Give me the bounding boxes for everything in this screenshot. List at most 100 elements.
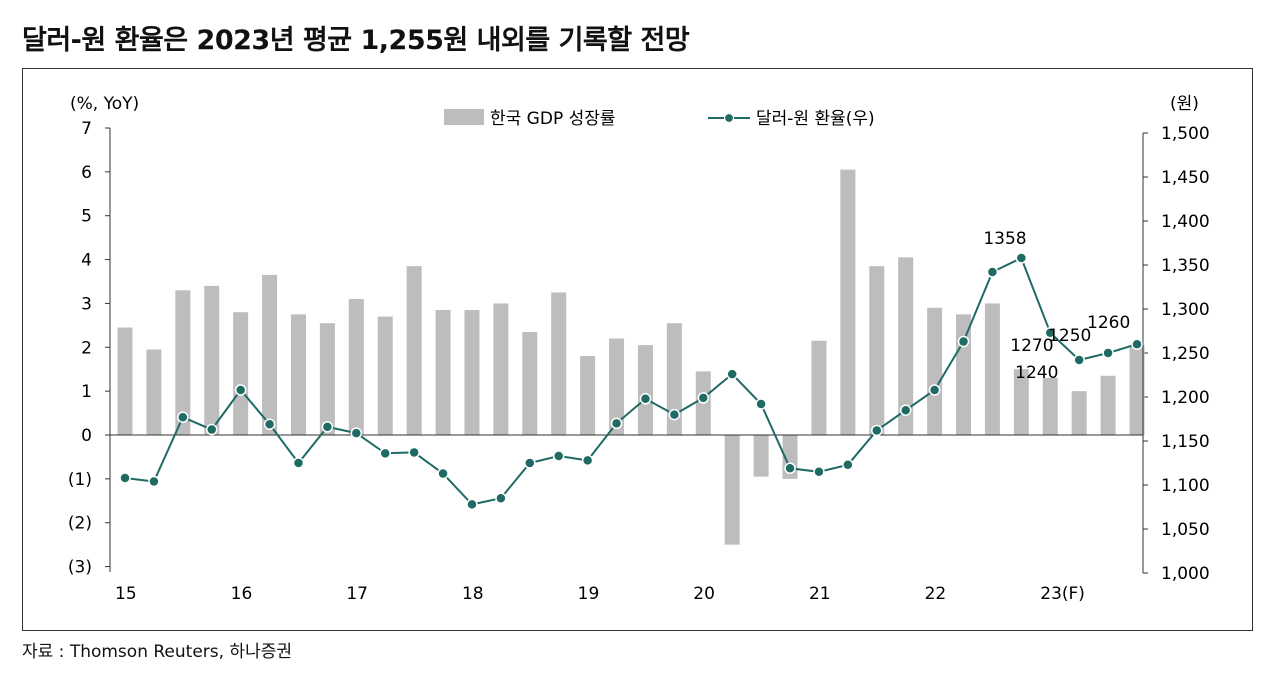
fx-point bbox=[321, 421, 334, 433]
fx-point bbox=[234, 384, 247, 396]
right-tick-label: 1,450 bbox=[1161, 168, 1210, 188]
right-tick-label: 1,100 bbox=[1161, 476, 1210, 496]
fx-point bbox=[639, 393, 652, 405]
gdp-bar bbox=[580, 356, 596, 435]
right-tick-label: 1,300 bbox=[1161, 300, 1210, 320]
fx-point bbox=[581, 454, 594, 467]
fx-point bbox=[495, 492, 507, 504]
fx-point bbox=[755, 398, 767, 410]
gdp-bar bbox=[377, 316, 393, 435]
legend: 한국 GDP 성장률 달러-원 환율(우) bbox=[444, 109, 875, 129]
source-note: 자료 : Thomson Reuters, 하나증권 bbox=[22, 642, 292, 662]
gdp-bar bbox=[724, 435, 740, 545]
right-axis-unit: (원) bbox=[1170, 94, 1199, 114]
right-tick-label: 1,150 bbox=[1161, 432, 1210, 452]
page-title: 달러-원 환율은 2023년 평균 1,255원 내외를 기록할 전망 bbox=[22, 25, 690, 56]
gdp-bar bbox=[464, 310, 480, 435]
gdp-bar bbox=[175, 290, 191, 435]
gdp-bar bbox=[348, 299, 364, 435]
legend-bar-label: 한국 GDP 성장률 bbox=[490, 109, 616, 129]
gdp-bar bbox=[840, 169, 856, 435]
x-axis-labels: 15 16 17 18 19 20 21 22 23(F) bbox=[115, 584, 1085, 604]
right-tick-label: 1,350 bbox=[1161, 256, 1210, 276]
fx-point bbox=[784, 462, 796, 475]
fx-point bbox=[148, 475, 160, 488]
fx-point bbox=[292, 457, 305, 469]
fx-point bbox=[610, 417, 623, 430]
fx-point bbox=[986, 266, 999, 278]
gdp-bar bbox=[1100, 375, 1116, 435]
axis-lines bbox=[109, 128, 1144, 573]
gdp-bar bbox=[753, 435, 769, 477]
gdp-bar bbox=[233, 312, 249, 435]
fx-point bbox=[697, 392, 710, 404]
gdp-bar bbox=[319, 323, 335, 435]
x-tick-label: 15 bbox=[115, 584, 137, 604]
gdp-bar bbox=[666, 323, 682, 435]
left-tick-label: 4 bbox=[81, 251, 92, 271]
fx-line-path bbox=[124, 256, 1138, 506]
gdp-bar bbox=[1013, 369, 1029, 435]
gdp-bar bbox=[898, 257, 914, 435]
right-tick-label: 1,500 bbox=[1161, 124, 1210, 144]
gdp-bar bbox=[637, 345, 653, 435]
fx-point bbox=[1073, 354, 1085, 366]
fx-point bbox=[437, 467, 449, 480]
value-annotation: 1270 bbox=[1010, 336, 1053, 356]
gdp-bar bbox=[204, 285, 220, 435]
gdp-bar bbox=[869, 266, 885, 435]
fx-point bbox=[871, 424, 883, 437]
x-tick-label: 22 bbox=[925, 584, 947, 604]
right-tick-label: 1,050 bbox=[1161, 520, 1210, 540]
fx-point bbox=[1102, 347, 1114, 359]
x-tick-label: 16 bbox=[231, 584, 253, 604]
gdp-bar bbox=[262, 274, 278, 435]
fx-point bbox=[177, 411, 189, 423]
gdp-bar bbox=[1042, 377, 1058, 435]
gdp-bar bbox=[811, 340, 827, 435]
fx-point bbox=[552, 450, 565, 462]
gdp-bar bbox=[146, 349, 162, 435]
gdp-bar bbox=[1071, 391, 1087, 435]
left-tick-label: (3) bbox=[68, 558, 92, 578]
legend-line-label: 달러-원 환율(우) bbox=[756, 109, 875, 129]
fx-point bbox=[119, 472, 131, 484]
x-tick-label: 17 bbox=[346, 584, 368, 604]
x-tick-label: 19 bbox=[578, 584, 600, 604]
left-axis-unit: (%, YoY) bbox=[70, 94, 139, 114]
fx-point bbox=[466, 498, 478, 511]
x-tick-label: 18 bbox=[462, 584, 484, 604]
fx-point bbox=[928, 384, 941, 396]
right-tick-label: 1,250 bbox=[1161, 344, 1210, 364]
fx-point bbox=[726, 368, 738, 380]
fx-point bbox=[1044, 327, 1057, 339]
x-tick-label: 23(F) bbox=[1040, 584, 1085, 604]
left-tick-label: 3 bbox=[81, 294, 92, 314]
value-annotation: 1250 bbox=[1048, 326, 1091, 346]
left-tick-label: 6 bbox=[81, 163, 92, 183]
gdp-bar bbox=[493, 303, 509, 435]
fx-point bbox=[842, 459, 854, 471]
right-tick-label: 1,000 bbox=[1161, 564, 1210, 584]
fx-point bbox=[957, 335, 970, 348]
left-tick-label: (2) bbox=[68, 514, 92, 534]
value-annotation: 1240 bbox=[1015, 363, 1058, 383]
legend-line-marker bbox=[723, 112, 735, 124]
fx-point bbox=[350, 427, 363, 439]
fx-point bbox=[263, 418, 276, 431]
gdp-bars bbox=[117, 169, 1145, 545]
fx-point bbox=[668, 408, 681, 421]
gdp-bar bbox=[1129, 345, 1145, 435]
gdp-bar bbox=[117, 327, 133, 435]
left-tick-label: 2 bbox=[81, 338, 92, 358]
gdp-bar bbox=[551, 292, 567, 435]
fx-point bbox=[1015, 252, 1028, 264]
value-annotation: 1260 bbox=[1087, 313, 1130, 333]
fx-point bbox=[379, 447, 391, 460]
fx-point bbox=[899, 404, 912, 416]
fx-point bbox=[205, 423, 218, 436]
right-tick-label: 1,200 bbox=[1161, 388, 1210, 408]
left-tick-label: 1 bbox=[81, 382, 92, 402]
